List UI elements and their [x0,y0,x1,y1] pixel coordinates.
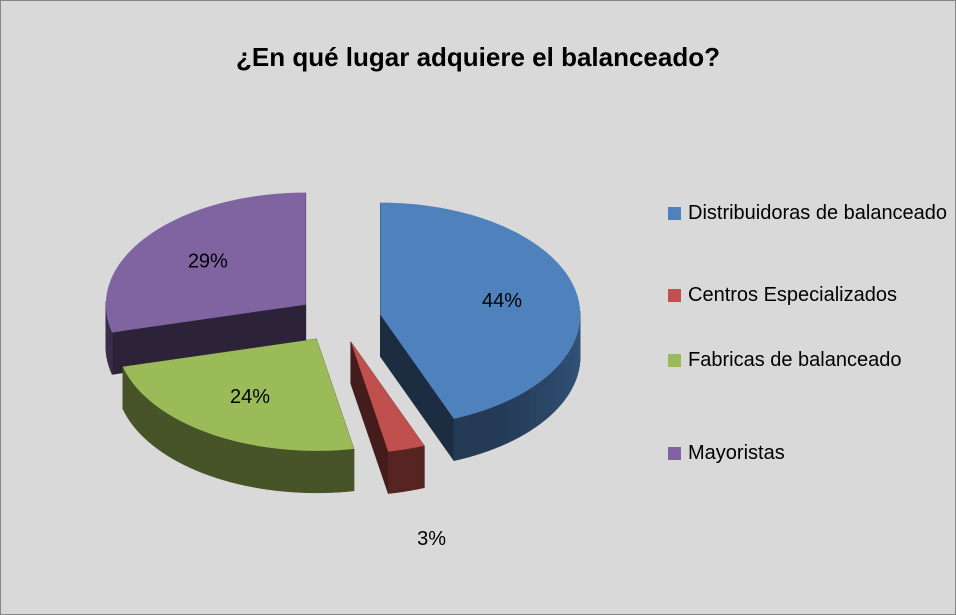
slice-side [530,384,536,431]
slice-side [282,448,292,493]
legend-swatch [668,207,681,220]
slice-side [202,430,210,476]
slice-side [251,444,260,489]
slice-side [127,374,131,423]
slice-side [519,391,526,438]
legend-label: Mayoristas [688,442,785,464]
slice-side [110,328,113,375]
slice-side [525,387,531,435]
slice-side [553,365,558,414]
slice-side [544,373,550,421]
slice-side [122,366,126,414]
slice-side [563,353,568,402]
slice-side [222,437,231,483]
slice-side [215,435,224,481]
slice-side [124,370,128,419]
legend-swatch [668,289,681,302]
slice-side [330,449,339,493]
slice-side [322,450,331,494]
slice-side [569,345,573,394]
legend-item: Mayoristas [668,439,953,468]
slice-side [298,450,307,493]
slice [350,341,425,452]
slice-side [274,448,284,492]
slice-side [152,402,158,449]
slice-side [136,386,141,435]
slice-side [387,450,396,494]
slice [105,192,306,333]
slice-side [395,449,404,494]
data-label: 29% [188,250,228,272]
slice-group [122,338,355,494]
legend-item: Fabricas de balanceado [668,346,953,375]
slice-side [129,378,134,427]
slice-side [535,381,541,428]
legend-swatch [668,354,681,367]
data-label: 24% [230,386,270,408]
slice-side [557,361,562,410]
slice-side [177,419,185,466]
slice-side [156,405,163,453]
slice-side [132,382,137,431]
slice-side [267,447,276,491]
slice-side [571,341,575,389]
slice-side [147,398,153,446]
slice-side [566,349,571,398]
legend-label: Centros Especializados [688,284,897,306]
slice-side [244,443,253,488]
slice-side [259,445,268,490]
slice-side [290,449,299,493]
legend-label: Fabricas de balanceado [688,349,902,371]
legend-label: Distribuidoras de balanceado [688,202,948,224]
data-label: 3% [417,528,446,550]
slice-side [409,446,418,491]
slice-side [237,441,245,486]
slice-side [549,369,554,417]
slice-side [468,412,476,458]
slice-side [481,408,490,454]
slice-group [350,340,425,494]
slice [122,338,354,451]
slice-side [161,409,168,456]
slice [380,202,581,419]
slice-side [229,439,238,485]
legend-item: Distribuidoras de balanceado [668,199,953,228]
slice-side [345,448,355,492]
slice-side [189,425,197,471]
slice-side [196,427,203,474]
slice-group [380,202,581,462]
slice-side [402,448,411,493]
data-label: 44% [482,290,522,312]
slice-group [105,192,307,375]
slice-side [507,397,515,444]
slice-side [475,410,483,456]
slice-side [513,394,521,441]
legend-item: Centros Especializados [668,281,953,310]
slice-side [501,400,509,446]
slice-side [209,433,217,479]
chart-title: ¿En qué lugar adquiere el balanceado? [236,42,720,72]
slice-side [417,445,425,490]
slice-side [139,390,145,438]
slice-side [183,422,191,469]
slice-side [495,403,503,449]
slice-side [573,337,577,384]
slice-side [540,377,546,425]
slice-side [488,405,496,451]
slice-side [143,394,149,442]
legend-swatch [668,447,681,460]
slice-side [166,412,173,460]
slice-side [560,357,565,406]
slice-side [338,449,347,493]
slice-side [306,450,315,494]
slice-side [453,416,462,462]
slice-side [460,414,469,460]
slice-side [172,416,179,463]
slice-side [314,450,323,494]
